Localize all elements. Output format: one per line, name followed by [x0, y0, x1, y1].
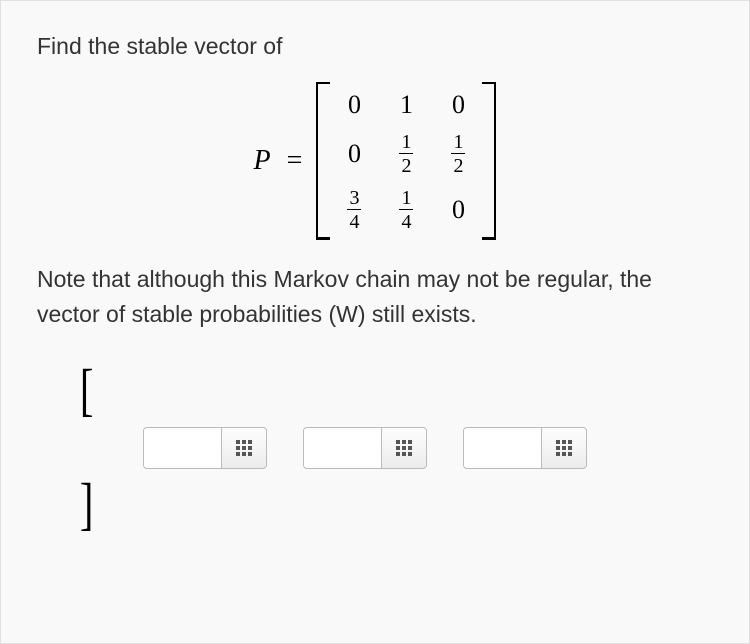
answer-bracket-open: [ — [80, 361, 94, 419]
fraction-denominator: 4 — [399, 209, 413, 232]
prompt-text: Find the stable vector of — [37, 29, 713, 64]
matrix-cell-r1-c2: 12 — [446, 132, 470, 176]
matrix-area: P = 0100121234140 — [37, 82, 713, 240]
matrix-P: 0100121234140 — [316, 82, 496, 240]
note-text: Note that although this Markov chain may… — [37, 262, 713, 333]
answer-input-group-2 — [463, 427, 587, 469]
fraction-denominator: 2 — [399, 153, 413, 176]
question-container: Find the stable vector of P = 0100121234… — [0, 0, 750, 644]
answer-input-1[interactable] — [303, 427, 381, 469]
fraction-numerator: 3 — [347, 188, 361, 209]
matrix-bracket-left — [316, 82, 328, 240]
fraction: 12 — [451, 132, 465, 176]
keypad-icon — [396, 440, 412, 456]
matrix-cell-r0-c0: 0 — [342, 90, 366, 120]
matrix-cell-r2-c0: 34 — [342, 188, 366, 232]
answer-input-2[interactable] — [463, 427, 541, 469]
keypad-icon — [556, 440, 572, 456]
answer-input-group-0 — [143, 427, 267, 469]
matrix-cell-r2-c2: 0 — [446, 195, 470, 225]
answer-bracket-close: ] — [80, 475, 94, 533]
keypad-button-1[interactable] — [381, 427, 427, 469]
answer-area: [ ] — [37, 361, 713, 533]
answer-inputs-row — [127, 427, 713, 469]
answer-input-group-1 — [303, 427, 427, 469]
matrix-cell-r0-c2: 0 — [446, 90, 470, 120]
fraction-numerator: 1 — [399, 132, 413, 153]
keypad-icon — [236, 440, 252, 456]
fraction-numerator: 1 — [399, 188, 413, 209]
fraction: 12 — [399, 132, 413, 176]
equals-sign: = — [287, 145, 303, 177]
fraction: 34 — [347, 188, 361, 232]
fraction-denominator: 4 — [347, 209, 361, 232]
matrix-bracket-right — [484, 82, 496, 240]
matrix-grid: 0100121234140 — [328, 82, 484, 240]
keypad-button-0[interactable] — [221, 427, 267, 469]
matrix-cell-r0-c1: 1 — [394, 90, 418, 120]
matrix-equation: P = 0100121234140 — [254, 82, 497, 240]
keypad-button-2[interactable] — [541, 427, 587, 469]
matrix-label: P — [254, 145, 271, 177]
matrix-cell-r1-c0: 0 — [342, 139, 366, 169]
answer-input-0[interactable] — [143, 427, 221, 469]
fraction: 14 — [399, 188, 413, 232]
matrix-cell-r1-c1: 12 — [394, 132, 418, 176]
fraction-denominator: 2 — [451, 153, 465, 176]
fraction-numerator: 1 — [451, 132, 465, 153]
matrix-cell-r2-c1: 14 — [394, 188, 418, 232]
